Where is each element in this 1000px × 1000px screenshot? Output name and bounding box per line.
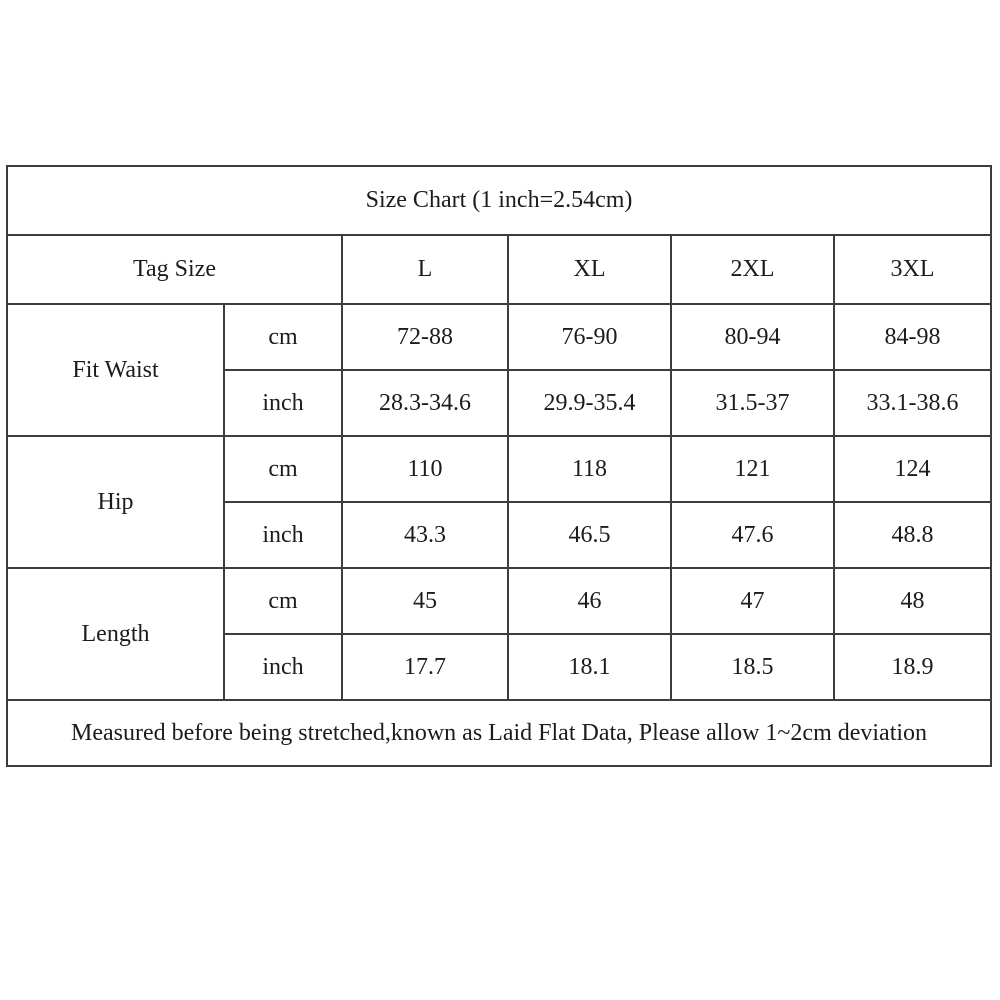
value-cell: 121 — [670, 435, 835, 503]
size-header-2xl: 2XL — [670, 234, 835, 305]
value-cell: 31.5-37 — [670, 369, 835, 437]
row-label-fit-waist: Fit Waist — [6, 303, 225, 437]
table-row-hip-inch: inch 43.3 46.5 47.6 48.8 — [7, 501, 993, 569]
row-label-hip: Hip — [6, 435, 225, 569]
value-cell: 29.9-35.4 — [507, 369, 672, 437]
unit-cell: inch — [223, 369, 343, 437]
size-header-l: L — [341, 234, 509, 305]
row-label-length: Length — [6, 567, 225, 701]
chart-title: Size Chart (1 inch=2.54cm) — [5, 165, 993, 236]
value-cell: 18.1 — [507, 633, 672, 701]
value-cell: 46 — [507, 567, 672, 635]
table-row-length-cm: Length cm 45 46 47 48 — [6, 567, 993, 701]
value-cell: 80-94 — [670, 303, 835, 371]
unit-cell: inch — [223, 633, 343, 701]
size-header-3xl: 3XL — [832, 234, 993, 305]
value-cell: 28.3-34.6 — [341, 369, 509, 437]
table-row-length-inch: inch 17.7 18.1 18.5 18.9 — [7, 633, 993, 701]
table-row-hip-cm: Hip cm 110 118 121 124 — [6, 435, 993, 569]
value-cell: 18.5 — [670, 633, 835, 701]
value-cell: 48.8 — [832, 501, 993, 569]
value-cell: 84-98 — [832, 303, 993, 371]
value-cell: 110 — [341, 435, 509, 503]
unit-cell: cm — [223, 303, 343, 371]
tag-size-header: Tag Size — [6, 234, 343, 305]
size-chart-table: Size Chart (1 inch=2.54cm) Tag Size L XL… — [5, 165, 993, 767]
value-cell: 47 — [670, 567, 835, 635]
value-cell: 47.6 — [670, 501, 835, 569]
header-row: Tag Size L XL 2XL 3XL — [6, 234, 993, 305]
size-header-xl: XL — [507, 234, 672, 305]
value-cell: 124 — [832, 435, 993, 503]
value-cell: 46.5 — [507, 501, 672, 569]
value-cell: 45 — [341, 567, 509, 635]
table-row-fit-waist-cm: Fit Waist cm 72-88 76-90 80-94 84-98 — [6, 303, 993, 437]
measurement-note: Measured before being stretched,known as… — [5, 699, 993, 767]
unit-cell: cm — [223, 435, 343, 503]
unit-cell: cm — [223, 567, 343, 635]
title-row: Size Chart (1 inch=2.54cm) — [5, 165, 993, 236]
value-cell: 76-90 — [507, 303, 672, 371]
unit-cell: inch — [223, 501, 343, 569]
table-row-fit-waist-inch: inch 28.3-34.6 29.9-35.4 31.5-37 33.1-38… — [7, 369, 993, 437]
value-cell: 18.9 — [832, 633, 993, 701]
value-cell: 33.1-38.6 — [832, 369, 993, 437]
value-cell: 118 — [507, 435, 672, 503]
value-cell: 17.7 — [341, 633, 509, 701]
footer-row: Measured before being stretched,known as… — [5, 699, 993, 767]
value-cell: 43.3 — [341, 501, 509, 569]
value-cell: 48 — [832, 567, 993, 635]
value-cell: 72-88 — [341, 303, 509, 371]
